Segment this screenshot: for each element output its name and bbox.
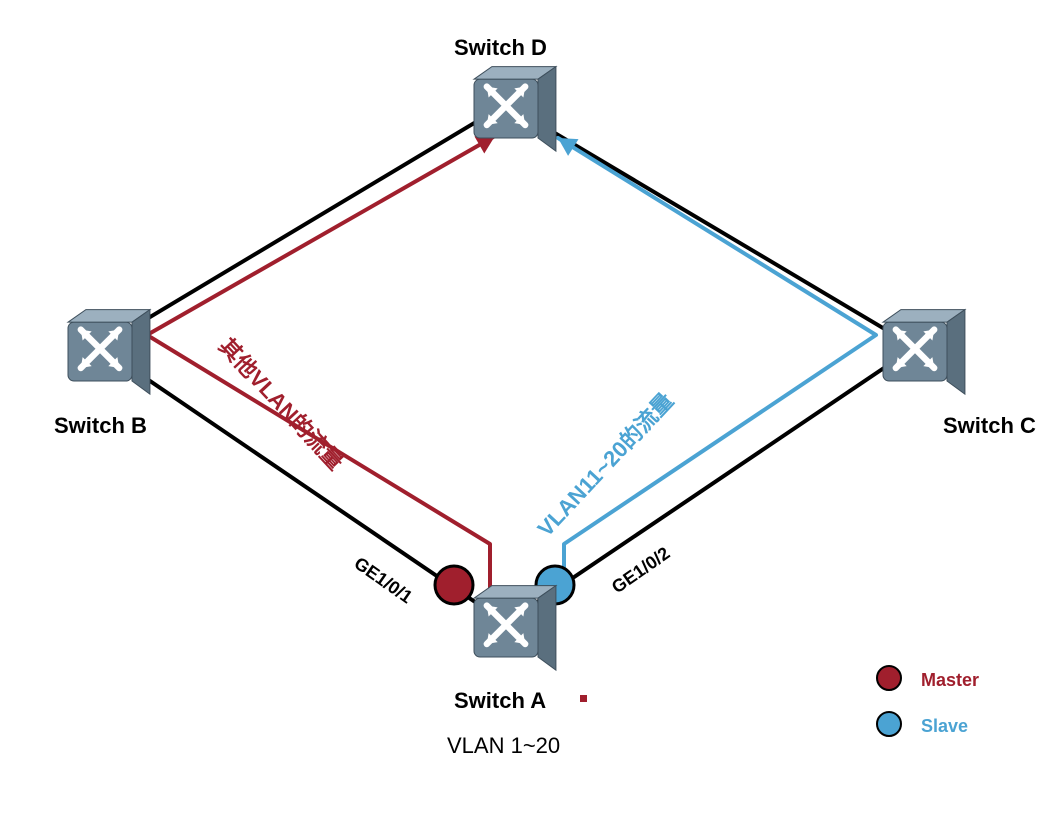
label-switch-a: Switch A [454, 688, 546, 714]
switch-d-icon [474, 67, 556, 151]
bullet-icon [580, 695, 587, 702]
legend-master-icon [877, 666, 901, 690]
flow-slave [558, 138, 876, 592]
flow-master [147, 136, 495, 592]
legend-slave-icon [877, 712, 901, 736]
link-B-D [100, 104, 506, 347]
switch-a-icon [474, 586, 556, 670]
switch-b-icon [68, 310, 150, 394]
legend-master-label: Master [921, 670, 979, 691]
switch-c-icon [883, 310, 965, 394]
vlan-range-label: VLAN 1~20 [447, 733, 560, 759]
label-switch-c: Switch C [943, 413, 1036, 439]
role-dot-master [435, 566, 473, 604]
label-switch-b: Switch B [54, 413, 147, 439]
legend-slave-label: Slave [921, 716, 968, 737]
label-switch-d: Switch D [454, 35, 547, 61]
